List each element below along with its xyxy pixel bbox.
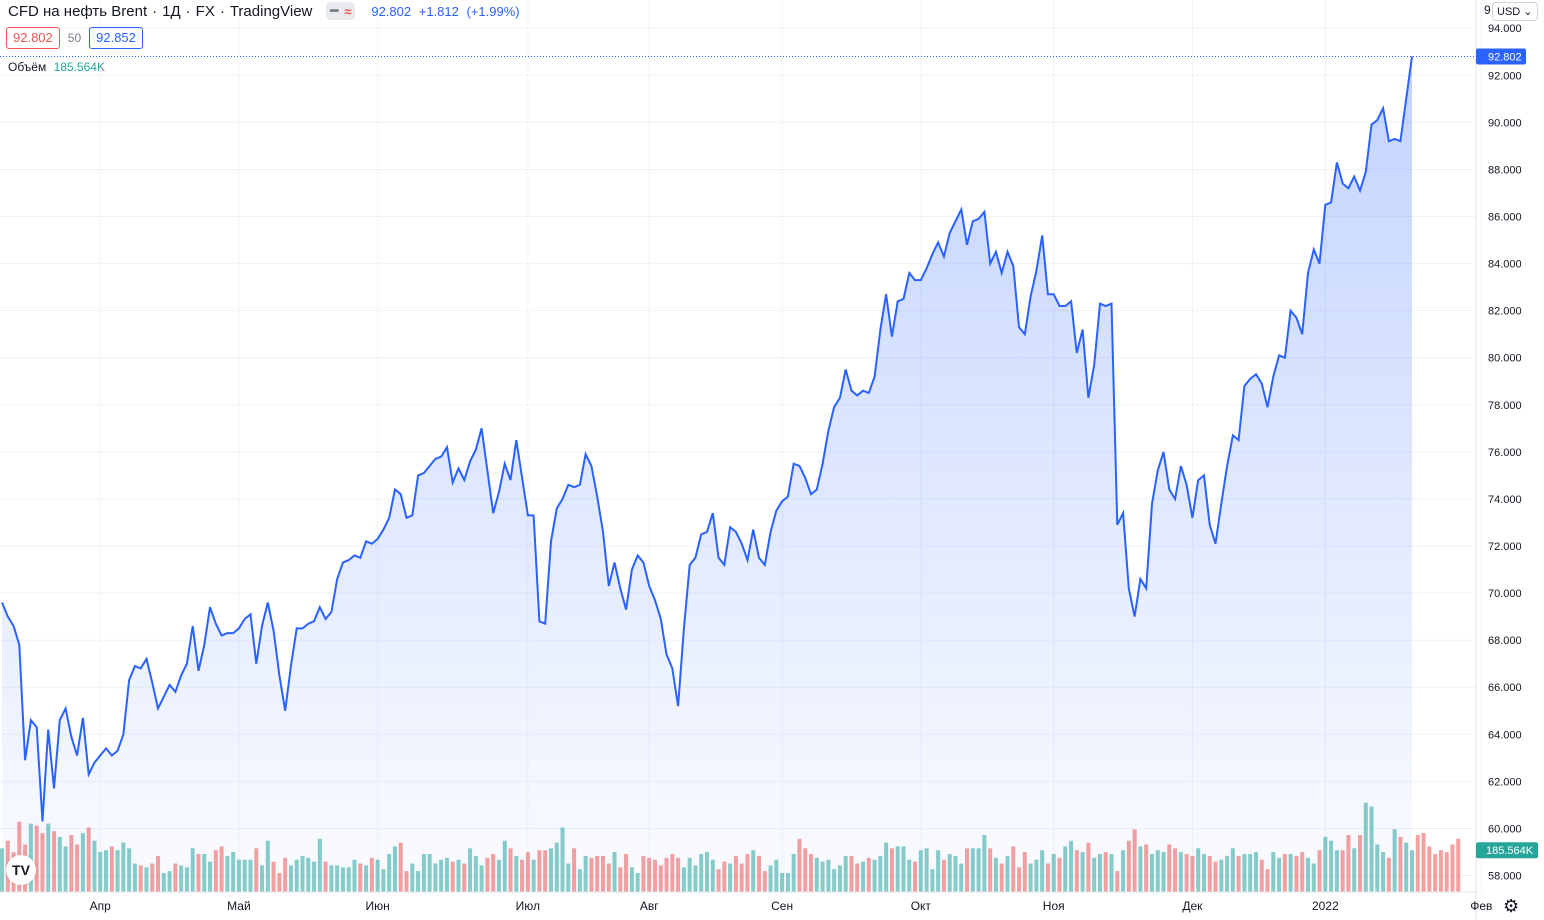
- volume-bar: [1450, 844, 1455, 892]
- chevron-down-icon: ⌄: [1523, 6, 1533, 18]
- volume-legend: Объём 185.564K: [8, 60, 105, 74]
- volume-bar: [1456, 838, 1461, 892]
- y-tick-label: 66.000: [1488, 682, 1522, 694]
- gear-icon[interactable]: ⚙: [1503, 896, 1520, 916]
- y-tick-label: 62.000: [1488, 776, 1522, 788]
- x-tick-label: Дек: [1182, 899, 1203, 913]
- y-tick-label: 74.000: [1488, 494, 1522, 506]
- y-tick-label: 86.000: [1488, 212, 1522, 224]
- volume-bar: [1438, 850, 1443, 892]
- price-change: +1.812: [418, 3, 459, 19]
- y-tick-label: 94.000: [1488, 23, 1522, 35]
- last-volume-tag-label: 185.564K: [1486, 845, 1534, 857]
- volume-bar: [1444, 852, 1449, 892]
- y-tick-label: 82.000: [1488, 306, 1522, 318]
- volume-bar: [1421, 833, 1426, 892]
- status-pill[interactable]: ━ ≈: [326, 2, 356, 20]
- last-price-tag: [1476, 48, 1526, 65]
- y-tick-label: 68.000: [1488, 635, 1522, 647]
- volume-bar: [1427, 846, 1432, 892]
- x-tick-label: Май: [227, 899, 251, 913]
- last-price-tag-label: 92.802: [1488, 51, 1522, 63]
- last-price: 92.802: [371, 3, 412, 19]
- x-tick-label: Фев: [1470, 899, 1492, 913]
- y-tick-label: 84.000: [1488, 259, 1522, 271]
- y-tick-label: 60.000: [1488, 823, 1522, 835]
- exchange-label: FX: [195, 2, 215, 20]
- volume-bar: [1415, 835, 1420, 892]
- y-tick-label: 88.000: [1488, 164, 1522, 176]
- ask-button[interactable]: 92.852: [89, 27, 143, 49]
- x-tick-label: Ноя: [1043, 899, 1065, 913]
- price-area-fill: [2, 56, 1412, 892]
- y-tick-label: 80.000: [1488, 353, 1522, 365]
- x-tick-label: Июл: [516, 899, 540, 913]
- x-tick-label: Сен: [771, 899, 793, 913]
- x-tick-label: Апр: [90, 899, 112, 913]
- last-volume-tag: [1476, 842, 1538, 859]
- y-tick-label: 92.000: [1488, 70, 1522, 82]
- bid-ask-panel: 92.802 50 92.852: [6, 27, 143, 49]
- bid-button[interactable]: 92.802: [6, 27, 60, 49]
- x-tick-label: Окт: [911, 899, 932, 913]
- y-tick-label: 78.000: [1488, 400, 1522, 412]
- dash-icon: ━: [330, 3, 339, 18]
- time-axis: Апр Май Июн Июл Авг Сен Окт Ноя Дек 2022 Фев: [90, 899, 1493, 913]
- y-tick-label: 58.000: [1488, 871, 1522, 883]
- x-tick-label: 2022: [1312, 899, 1339, 913]
- price-change-pct: (+1.99%): [466, 3, 520, 19]
- currency-selector[interactable]: USD ⌄: [1492, 2, 1538, 21]
- volume-label[interactable]: Объём: [8, 60, 47, 74]
- x-tick-label: Авг: [640, 899, 659, 913]
- x-tick-label: Июн: [365, 899, 389, 913]
- tradingview-logo-icon[interactable]: TV: [6, 855, 36, 885]
- approx-icon: ≈: [344, 3, 352, 19]
- price-axis-cut-label: 9: [1484, 3, 1491, 17]
- y-tick-label: 90.000: [1488, 117, 1522, 129]
- volume-value: 185.564K: [53, 60, 105, 74]
- interval-label[interactable]: 1Д: [162, 2, 181, 20]
- y-tick-label: 72.000: [1488, 541, 1522, 553]
- spread-value: 50: [67, 31, 82, 45]
- chart-legend: CFD на нефть Brent · 1Д · FX · TradingVi…: [8, 2, 524, 20]
- y-tick-label: 70.000: [1488, 588, 1522, 600]
- last-quote: 92.802 +1.812 (+1.99%): [371, 4, 523, 19]
- price-line: [1, 56, 1413, 822]
- y-tick-label: 64.000: [1488, 729, 1522, 741]
- y-tick-label: 76.000: [1488, 447, 1522, 459]
- source-label: TradingView: [229, 2, 313, 20]
- volume-bar: [1433, 854, 1438, 892]
- symbol-title[interactable]: CFD на нефть Brent: [8, 2, 148, 20]
- currency-label: USD: [1497, 6, 1521, 18]
